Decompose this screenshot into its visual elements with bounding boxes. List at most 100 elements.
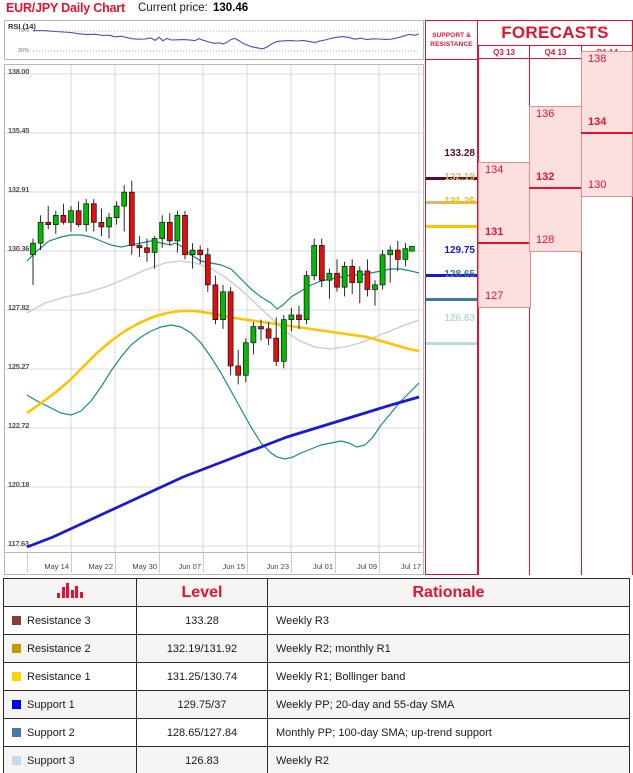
current-price-value: 130.46	[213, 2, 249, 14]
forecast-mid: 132	[536, 171, 555, 183]
table-cell-level-value: 128.65/127.84	[136, 718, 268, 747]
rsi-label: RSI (14)	[8, 22, 36, 31]
y-tick-8: 117.63	[8, 539, 29, 548]
forecast-mid-line	[581, 132, 633, 134]
forecast-range-box	[529, 106, 582, 252]
x-tick-label: Jun 07	[178, 562, 201, 571]
level-name-label: Support 1	[27, 698, 75, 711]
x-tick-2: May 30	[115, 553, 159, 573]
table-row: Resistance 3 133.28 Weekly R3	[3, 606, 630, 635]
forecast-low: 128	[536, 234, 555, 246]
level-name-label: Resistance 2	[27, 642, 91, 655]
level-name-label: Resistance 1	[27, 670, 91, 683]
y-tick-6: 122.72	[8, 421, 30, 430]
sr-heading-line2: RESISTANCE	[430, 41, 473, 48]
table-cell-rationale: Weekly R1; Bollinger band	[267, 662, 630, 691]
x-tick-0: May 14	[27, 553, 71, 573]
forecast-column-header: Q4 13	[530, 46, 581, 59]
y-tick-1: 135.45	[8, 126, 30, 135]
bar-chart-icon	[57, 582, 83, 598]
table-cell-rationale: Weekly R3	[267, 606, 630, 635]
level-color-swatch	[12, 615, 21, 625]
level-color-swatch	[12, 699, 21, 709]
forecast-mid: 131	[485, 226, 504, 238]
rsi-plot	[32, 29, 420, 52]
table-cell-rationale: Weekly R2	[267, 746, 630, 773]
sr-level-value: 128.65	[444, 269, 475, 280]
table-cell-level-name: Resistance 3	[3, 606, 137, 635]
level-color-swatch	[12, 643, 21, 653]
y-tick-2: 132.91	[8, 185, 30, 194]
forecast-column-label: Q3 13	[493, 47, 515, 57]
forecasts-title: FORECASTS	[478, 20, 633, 46]
sr-level-line	[426, 201, 477, 204]
x-tick-label: Jun 23	[266, 562, 289, 571]
support-resistance-panel: SUPPORT & RESISTANCE 133.28 132.19 131.2…	[425, 20, 478, 575]
current-price-label: Current price:	[138, 2, 208, 14]
forecast-mid-line	[478, 242, 531, 244]
sr-level-value: 133.28	[444, 148, 475, 159]
level-name-label: Support 3	[27, 754, 75, 767]
price-plot	[5, 65, 423, 552]
table-header-icon-cell	[3, 578, 137, 607]
x-tick-label: May 22	[88, 562, 113, 571]
forecast-low: 127	[485, 290, 504, 302]
forecast-column-q4-13: Q4 13 136 132 128	[529, 46, 582, 575]
forecast-low: 130	[588, 179, 607, 191]
table-header-level-label: Level	[181, 583, 223, 601]
x-axis: May 14 May 22 May 30 Jun 07 Jun 15 Jun 2…	[4, 553, 424, 575]
table-cell-level-name: Support 1	[3, 690, 137, 719]
forecast-column-label: Q4 13	[544, 47, 567, 57]
forecast-range-box	[581, 51, 633, 197]
sr-level-value: 129.75	[444, 245, 475, 256]
support-resistance-heading: SUPPORT & RESISTANCE	[426, 21, 477, 60]
y-tick-0: 138.00	[8, 67, 30, 76]
y-tick-3: 130.36	[8, 244, 30, 253]
table-header-rationale-label: Rationale	[412, 583, 485, 601]
table-cell-rationale: Monthly PP; 100-day SMA; up-trend suppor…	[267, 718, 630, 747]
sr-level-line	[426, 342, 477, 345]
sr-level-value: 126.83	[444, 313, 475, 324]
x-tick-6: Jul 01	[291, 553, 335, 573]
forecast-high: 134	[485, 164, 504, 176]
sr-level-value: 131.25	[444, 196, 475, 207]
table-cell-level-value: 131.25/130.74	[136, 662, 268, 691]
forecast-high: 136	[536, 108, 555, 120]
level-color-swatch	[12, 671, 21, 681]
table-cell-level-name: Resistance 1	[3, 662, 137, 691]
forecast-high: 138	[588, 53, 607, 65]
x-tick-label: May 30	[132, 562, 157, 571]
x-tick-5: Jun 23	[247, 553, 291, 573]
table-row: Support 1 129.75/37 Weekly PP; 20-day and …	[3, 690, 630, 719]
table-header-rationale: Rationale	[267, 578, 630, 607]
forecast-column-q3-13: Q3 13 134 131 127	[478, 46, 531, 575]
x-tick-7: Jul 09	[335, 553, 379, 573]
x-tick-label: Jun 15	[222, 562, 245, 571]
rsi-tick-upper: 70%	[18, 28, 30, 34]
sr-level-line	[426, 177, 477, 180]
table-header-row: Level Rationale	[3, 578, 630, 607]
header: EUR/JPY Daily Chart Current price: 130.4…	[0, 0, 633, 20]
sr-level-line	[426, 274, 477, 277]
table-row: Resistance 2 132.19/131.92 Weekly R2; mont…	[3, 634, 630, 663]
forecasts-panel: FORECASTS Q3 13 134 131 127 Q4 13 136 13…	[478, 20, 633, 575]
table-row: Support 3 126.83 Weekly R2	[3, 746, 630, 773]
table-cell-level-value: 126.83	[136, 746, 268, 773]
x-tick-1: May 22	[71, 553, 115, 573]
table-cell-rationale: Weekly PP; 20-day and 55-day SMA	[267, 690, 630, 719]
table-cell-level-name: Support 3	[3, 746, 137, 773]
sr-heading-line1: SUPPORT &	[432, 32, 471, 39]
forecast-column-header: Q3 13	[479, 46, 529, 59]
forecast-mid-line	[529, 187, 582, 189]
level-name-label: Support 2	[27, 726, 75, 739]
x-tick-4: Jun 15	[203, 553, 247, 573]
level-name-label: Resistance 3	[27, 614, 91, 627]
levels-table: Level Rationale Resistance 3 133.28 Weekly…	[3, 578, 630, 773]
rsi-tick-lower: 30%	[18, 48, 30, 54]
x-tick-label: Jul 01	[312, 562, 333, 571]
table-cell-level-name: Resistance 2	[3, 634, 137, 663]
table-cell-level-name: Support 2	[3, 718, 137, 747]
forecasts-title-label: FORECASTS	[501, 23, 609, 42]
level-color-swatch	[12, 727, 21, 737]
